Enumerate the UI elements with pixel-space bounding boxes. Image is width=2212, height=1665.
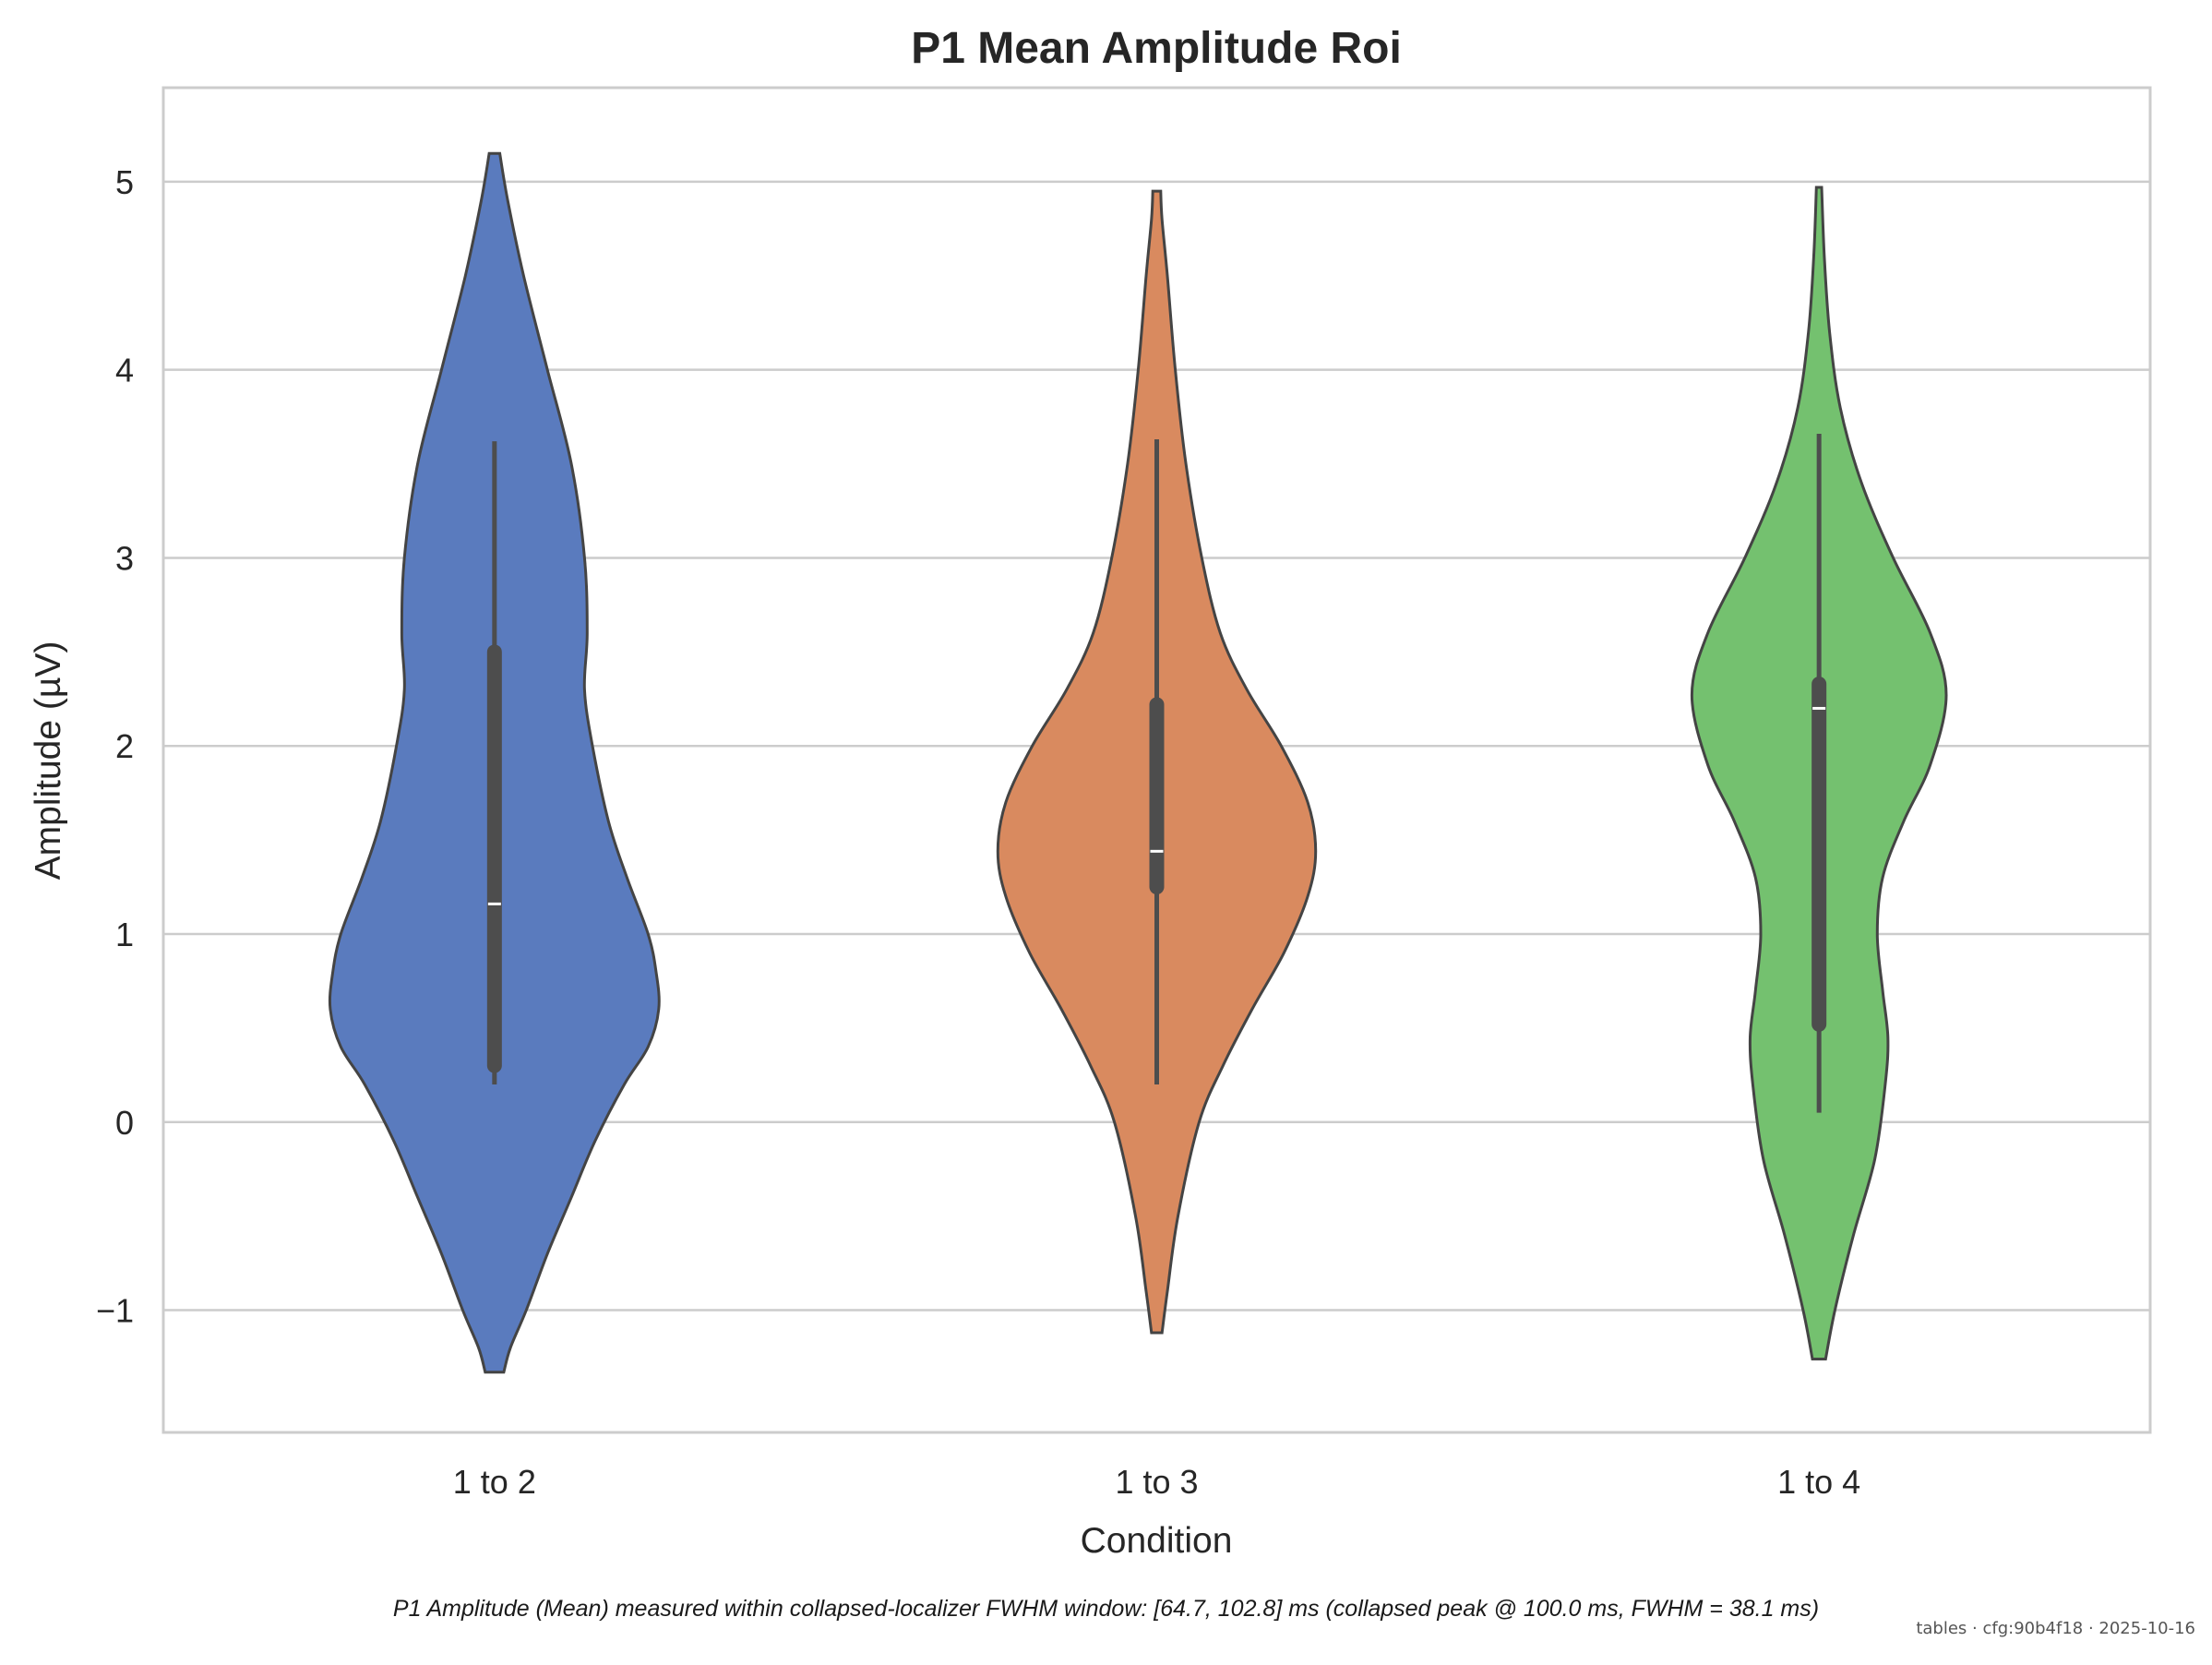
- y-tick-label: 4: [115, 352, 134, 389]
- plot-frame: [161, 86, 2152, 1434]
- figure-caption: P1 Amplitude (Mean) measured within coll…: [392, 1596, 1820, 1622]
- y-axis-label: Amplitude (µV): [29, 641, 68, 880]
- y-tick-label: 5: [115, 163, 134, 201]
- build-stamp: tables · cfg:90b4f18 · 2025-10-16: [1916, 1619, 2195, 1638]
- y-tick-label: 1: [115, 916, 134, 953]
- x-tick-label: 1 to 4: [1777, 1463, 1860, 1501]
- y-tick-label: −1: [96, 1292, 134, 1330]
- x-tick-labels: 1 to 2 1 to 3 1 to 4: [453, 1463, 1860, 1501]
- y-tick-label: 3: [115, 539, 134, 577]
- x-axis-label: Condition: [1081, 1521, 1233, 1561]
- y-tick-label: 2: [115, 727, 134, 765]
- chart-title: P1 Mean Amplitude Roi: [911, 24, 1402, 73]
- x-tick-label: 1 to 3: [1115, 1463, 1198, 1501]
- y-tick-labels: −1 0 1 2 3 4 5: [96, 163, 134, 1330]
- violins: [328, 151, 1948, 1374]
- x-tick-label: 1 to 2: [453, 1463, 536, 1501]
- y-tick-label: 0: [115, 1104, 134, 1142]
